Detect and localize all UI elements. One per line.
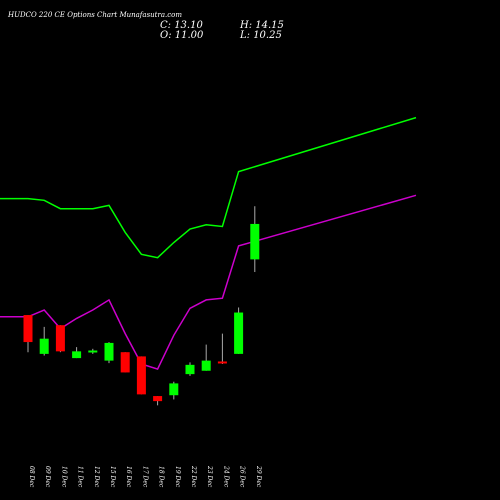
candle-body [169, 383, 179, 396]
candle [169, 381, 179, 400]
x-tick-label: 17 Dec [141, 466, 148, 488]
candle [39, 326, 49, 356]
candle [234, 307, 244, 354]
x-tick-label: 22 Dec [190, 465, 197, 488]
candle [201, 344, 211, 371]
candle [136, 356, 146, 395]
candle [55, 325, 65, 353]
candle-body [55, 325, 65, 352]
x-tick-label: 19 Dec [174, 466, 181, 488]
x-tick-label: 23 Dec [206, 465, 213, 488]
candle-body [136, 356, 146, 395]
open-value: O: 11.00 [160, 30, 204, 41]
x-tick-label: 11 Dec [77, 466, 84, 488]
lower-band-line [0, 194, 417, 371]
x-tick-label: 29 Dec [255, 465, 262, 488]
candle-body [120, 352, 130, 373]
x-tick-label: 18 Dec [158, 466, 165, 488]
x-tick-label: 15 Dec [109, 466, 116, 488]
candle [217, 333, 227, 364]
chart-title: HUDCO 220 CE Options Chart Munafasutra.c… [7, 11, 182, 19]
x-tick-label: 26 Dec [239, 465, 246, 488]
candle-body [104, 342, 114, 361]
candle-body [23, 315, 33, 343]
candle [153, 396, 163, 406]
candle-body [185, 364, 195, 375]
low-value: L: 10.25 [239, 30, 282, 41]
x-tick-label: 24 Dec [222, 465, 229, 488]
candle-body [217, 361, 227, 364]
band-lines [0, 116, 417, 371]
upper-band-line [0, 116, 417, 259]
candle-body [72, 351, 82, 359]
candle [88, 348, 98, 354]
x-tick-label: 10 Dec [60, 466, 67, 488]
candle [120, 352, 130, 373]
candle [185, 362, 195, 376]
candle-body [201, 360, 211, 371]
candle-body [153, 396, 163, 402]
x-tick-label: 16 Dec [125, 466, 132, 488]
candle-body [39, 338, 49, 354]
candles [23, 206, 260, 406]
candle-body [250, 223, 260, 260]
close-value: C: 13.10 [160, 20, 203, 31]
candle [23, 315, 33, 353]
candle [250, 206, 260, 273]
candle-body [234, 312, 244, 354]
candle-body [88, 350, 98, 353]
x-tick-label: 09 Dec [44, 466, 51, 488]
high-value: H: 14.15 [239, 20, 284, 31]
x-axis-labels: 08 Dec 09 Dec 10 Dec 11 Dec 12 Dec 15 Dec 16 D… [28, 465, 262, 488]
x-tick-label: 08 Dec [28, 466, 35, 488]
candle [72, 347, 82, 359]
x-tick-label: 12 Dec [93, 466, 100, 488]
candle [104, 342, 114, 364]
